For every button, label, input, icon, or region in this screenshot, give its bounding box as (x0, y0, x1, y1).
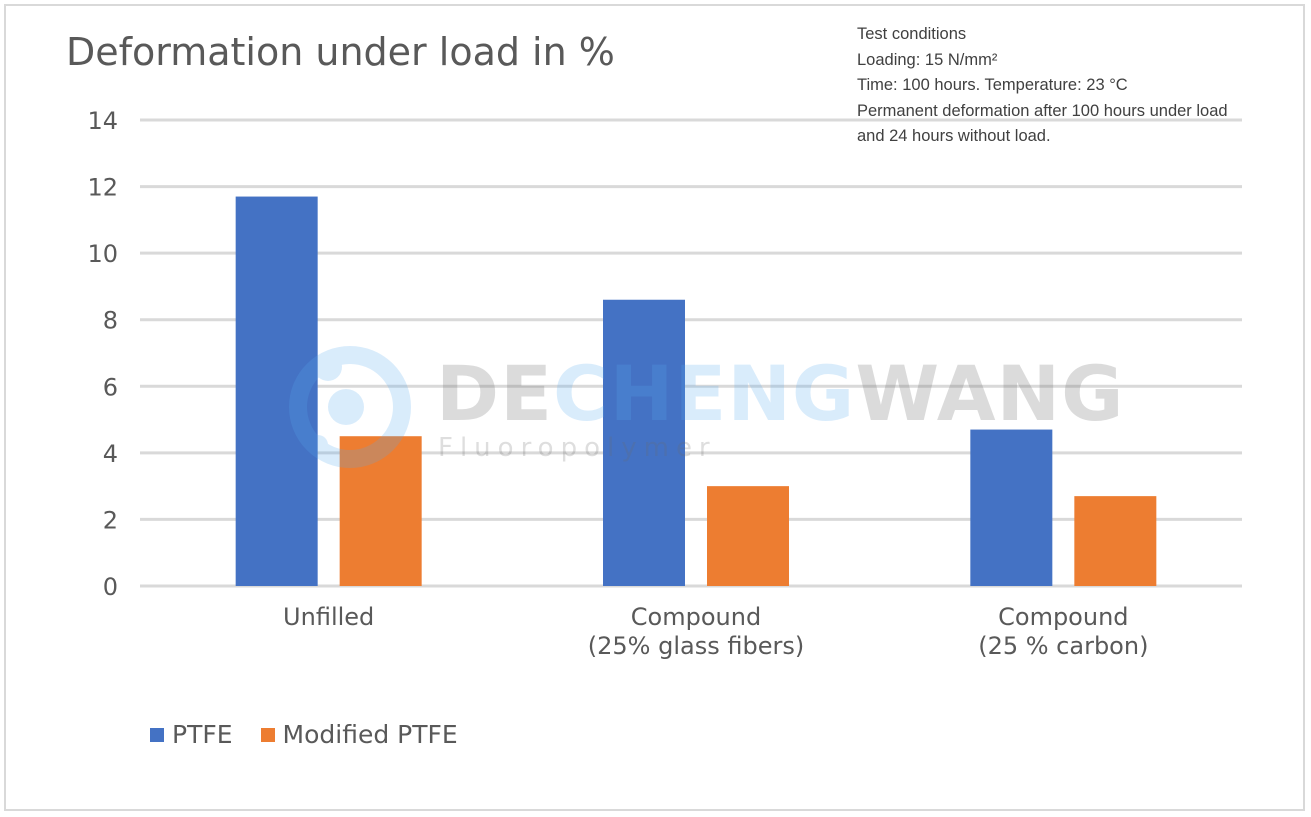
y-tick-label: 4 (103, 440, 118, 468)
note-line: Permanent deformation after 100 hours un… (857, 101, 1228, 120)
x-tick-label: Unfilled (283, 603, 374, 631)
y-tick-label: 14 (87, 107, 118, 135)
bar (707, 486, 789, 586)
bar (235, 196, 318, 587)
x-tick-label: Compound (631, 603, 761, 631)
legend-item-ptfe: PTFE (150, 720, 233, 749)
legend-swatch (150, 727, 164, 742)
y-tick-label: 8 (103, 307, 118, 335)
note-line: Loading: 15 N/mm² (857, 50, 998, 69)
y-tick-label: 10 (87, 240, 118, 268)
legend-label: PTFE (172, 720, 233, 749)
bar (1074, 496, 1157, 586)
y-tick-label: 2 (103, 506, 118, 534)
bar (339, 436, 422, 586)
note-line: Test conditions (857, 25, 967, 43)
bar (603, 299, 685, 586)
legend: PTFE Modified PTFE (150, 720, 486, 749)
legend-item-modified-ptfe: Modified PTFE (260, 720, 458, 749)
note-line: and 24 hours without load. (857, 127, 1051, 145)
y-tick-label: 12 (87, 174, 118, 202)
y-tick-label: 0 (103, 573, 118, 601)
chart-title: Deformation under load in % (66, 30, 615, 74)
y-tick-label: 6 (103, 373, 118, 401)
legend-label: Modified PTFE (282, 720, 458, 749)
x-tick-label: Compound (998, 603, 1128, 631)
x-tick-label: (25 % carbon) (978, 632, 1148, 660)
legend-swatch (260, 727, 275, 742)
x-tick-label: (25% glass fibers) (588, 632, 804, 660)
note-line: Time: 100 hours. Temperature: 23 °C (857, 76, 1128, 94)
bar (970, 429, 1053, 586)
test-conditions-notes: Test conditions Loading: 15 N/mm² Time: … (857, 22, 1297, 150)
